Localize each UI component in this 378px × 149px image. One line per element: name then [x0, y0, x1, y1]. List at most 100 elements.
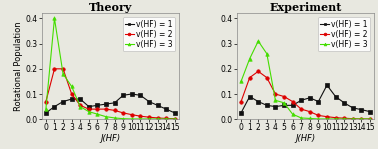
v(HF) = 2 — [172, 118, 177, 120]
v(HF) = 3 — [368, 118, 372, 120]
Line: v(HF) = 1: v(HF) = 1 — [239, 83, 372, 115]
v(HF) = 1 — [333, 96, 338, 97]
Line: v(HF) = 1: v(HF) = 1 — [44, 92, 177, 115]
v(HF) = 2 — [130, 114, 134, 116]
v(HF) = 1 — [52, 106, 57, 107]
v(HF) = 1 — [78, 98, 82, 100]
v(HF) = 3 — [52, 18, 57, 19]
v(HF) = 2 — [256, 70, 260, 72]
v(HF) = 1 — [316, 101, 321, 103]
v(HF) = 3 — [290, 113, 295, 115]
v(HF) = 1 — [290, 104, 295, 106]
X-axis label: J(HF): J(HF) — [296, 134, 316, 143]
v(HF) = 1 — [104, 103, 108, 105]
v(HF) = 3 — [121, 118, 125, 120]
v(HF) = 1 — [61, 101, 65, 103]
v(HF) = 3 — [155, 118, 160, 120]
v(HF) = 3 — [78, 106, 82, 107]
v(HF) = 1 — [130, 93, 134, 95]
v(HF) = 2 — [138, 115, 143, 117]
v(HF) = 1 — [299, 99, 304, 101]
v(HF) = 1 — [256, 101, 260, 103]
Line: v(HF) = 2: v(HF) = 2 — [239, 70, 372, 121]
v(HF) = 2 — [70, 93, 74, 95]
v(HF) = 3 — [43, 108, 48, 110]
v(HF) = 3 — [316, 118, 321, 120]
v(HF) = 3 — [239, 80, 243, 82]
v(HF) = 1 — [247, 96, 252, 97]
v(HF) = 3 — [359, 118, 364, 120]
v(HF) = 2 — [164, 118, 169, 119]
v(HF) = 3 — [104, 116, 108, 118]
v(HF) = 3 — [70, 86, 74, 87]
v(HF) = 2 — [299, 108, 304, 110]
v(HF) = 3 — [95, 113, 100, 115]
v(HF) = 1 — [172, 112, 177, 114]
v(HF) = 3 — [325, 118, 329, 120]
v(HF) = 1 — [273, 106, 278, 107]
v(HF) = 2 — [308, 111, 312, 112]
v(HF) = 1 — [164, 108, 169, 110]
v(HF) = 2 — [147, 116, 151, 118]
v(HF) = 2 — [350, 118, 355, 120]
v(HF) = 2 — [78, 104, 82, 106]
v(HF) = 2 — [155, 117, 160, 119]
v(HF) = 2 — [247, 77, 252, 79]
v(HF) = 3 — [112, 117, 117, 119]
v(HF) = 2 — [87, 108, 91, 110]
v(HF) = 1 — [87, 106, 91, 107]
v(HF) = 2 — [112, 110, 117, 111]
v(HF) = 2 — [368, 118, 372, 120]
X-axis label: J(HF): J(HF) — [100, 134, 120, 143]
v(HF) = 3 — [172, 118, 177, 120]
v(HF) = 1 — [325, 84, 329, 86]
v(HF) = 1 — [350, 107, 355, 109]
v(HF) = 3 — [342, 118, 346, 120]
v(HF) = 2 — [273, 93, 278, 95]
v(HF) = 2 — [290, 101, 295, 103]
v(HF) = 3 — [333, 118, 338, 120]
v(HF) = 3 — [130, 118, 134, 120]
v(HF) = 2 — [104, 108, 108, 110]
v(HF) = 2 — [359, 118, 364, 120]
v(HF) = 2 — [282, 96, 286, 97]
v(HF) = 1 — [239, 112, 243, 114]
v(HF) = 3 — [282, 102, 286, 104]
v(HF) = 3 — [299, 117, 304, 119]
v(HF) = 2 — [61, 68, 65, 70]
v(HF) = 2 — [121, 112, 125, 114]
v(HF) = 1 — [147, 101, 151, 103]
v(HF) = 3 — [164, 118, 169, 120]
Title: Theory: Theory — [88, 2, 132, 13]
v(HF) = 1 — [112, 102, 117, 104]
Line: v(HF) = 2: v(HF) = 2 — [44, 67, 177, 120]
v(HF) = 3 — [138, 118, 143, 120]
Line: v(HF) = 3: v(HF) = 3 — [44, 17, 177, 121]
v(HF) = 1 — [155, 104, 160, 106]
v(HF) = 3 — [87, 111, 91, 112]
v(HF) = 1 — [359, 109, 364, 111]
v(HF) = 2 — [342, 117, 346, 119]
v(HF) = 3 — [147, 118, 151, 120]
Legend: v(HF) = 1, v(HF) = 2, v(HF) = 3: v(HF) = 1, v(HF) = 2, v(HF) = 3 — [318, 17, 370, 51]
Legend: v(HF) = 1, v(HF) = 2, v(HF) = 3: v(HF) = 1, v(HF) = 2, v(HF) = 3 — [122, 17, 175, 51]
v(HF) = 2 — [265, 77, 269, 79]
v(HF) = 1 — [43, 112, 48, 114]
v(HF) = 1 — [342, 102, 346, 104]
v(HF) = 1 — [121, 94, 125, 96]
v(HF) = 3 — [61, 73, 65, 75]
v(HF) = 2 — [333, 117, 338, 119]
v(HF) = 3 — [273, 99, 278, 101]
v(HF) = 1 — [282, 104, 286, 106]
v(HF) = 1 — [95, 104, 100, 106]
v(HF) = 1 — [265, 104, 269, 106]
v(HF) = 2 — [43, 101, 48, 103]
v(HF) = 2 — [316, 115, 321, 116]
Title: Experiment: Experiment — [269, 2, 342, 13]
v(HF) = 3 — [308, 118, 312, 119]
v(HF) = 3 — [256, 40, 260, 42]
v(HF) = 2 — [52, 68, 57, 70]
v(HF) = 3 — [265, 53, 269, 55]
Line: v(HF) = 3: v(HF) = 3 — [239, 39, 372, 121]
v(HF) = 2 — [325, 116, 329, 118]
